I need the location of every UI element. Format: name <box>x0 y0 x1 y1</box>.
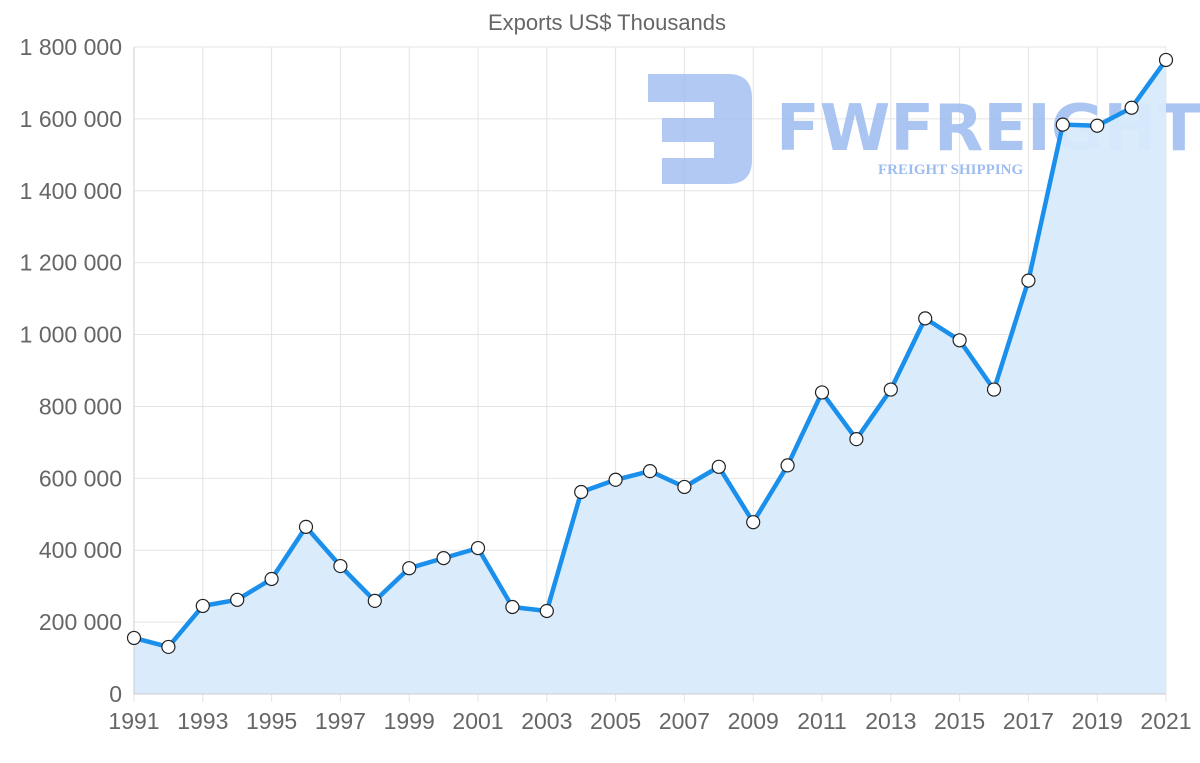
x-tick-label: 2017 <box>1003 708 1054 734</box>
data-point <box>780 458 795 473</box>
data-point <box>1021 273 1036 288</box>
area-fill <box>134 59 1166 694</box>
y-tick-label: 0 <box>109 681 122 707</box>
x-tick-label: 1995 <box>246 708 297 734</box>
data-point <box>230 592 245 607</box>
data-point <box>470 540 486 556</box>
data-point <box>574 484 589 500</box>
y-tick-label: 1 000 000 <box>20 322 122 348</box>
y-tick-label: 600 000 <box>39 465 122 491</box>
data-point <box>436 551 451 566</box>
y-tick-label: 1 600 000 <box>20 106 122 132</box>
data-points <box>126 52 1174 655</box>
data-point <box>333 558 348 574</box>
data-point <box>642 464 658 479</box>
x-tick-label: 2019 <box>1072 708 1123 734</box>
data-point <box>849 432 864 447</box>
x-tick-label: 2005 <box>590 708 641 734</box>
x-tick-label: 2013 <box>865 708 916 734</box>
x-tick-label: 2007 <box>659 708 710 734</box>
x-tick-label: 2021 <box>1140 708 1191 734</box>
x-tick-label: 1991 <box>108 708 159 734</box>
data-point <box>539 603 554 619</box>
y-tick-label: 1 800 000 <box>20 34 122 60</box>
data-point <box>1158 52 1174 68</box>
chart-title: Exports US$ Thousands <box>488 10 726 35</box>
data-point <box>814 385 830 400</box>
fwfreight-logo-icon <box>648 74 752 184</box>
data-point <box>952 333 967 348</box>
data-point <box>608 472 623 487</box>
data-point <box>677 479 692 495</box>
y-tick-label: 1 200 000 <box>20 250 122 276</box>
x-tick-label: 2015 <box>934 708 985 734</box>
x-axis-labels: 1991 1993 1995 1997 1999 2001 2003 2005 2007 2009… <box>108 708 1191 734</box>
data-point <box>918 311 933 326</box>
y-tick-label: 800 000 <box>39 393 122 419</box>
data-point <box>1055 117 1070 132</box>
data-point <box>367 593 382 609</box>
data-point <box>986 382 1002 397</box>
data-point <box>1090 118 1105 133</box>
data-point <box>711 459 726 474</box>
y-axis-labels: 0 200 000 400 000 600 000 800 000 1 000 000 1 … <box>20 34 122 707</box>
x-tick-label: 1997 <box>315 708 366 734</box>
x-tick-label: 2009 <box>728 708 779 734</box>
data-point <box>883 382 898 397</box>
y-tick-label: 1 400 000 <box>20 178 122 204</box>
axes <box>133 47 1166 695</box>
x-tick-label: 2001 <box>452 708 503 734</box>
data-point <box>505 599 520 615</box>
data-point <box>402 561 417 576</box>
data-point <box>298 519 314 534</box>
data-point <box>195 598 210 614</box>
data-point <box>264 571 279 587</box>
data-point <box>746 515 761 530</box>
y-tick-label: 400 000 <box>39 537 122 563</box>
x-tick-label: 2011 <box>797 708 846 734</box>
data-point <box>1124 100 1139 115</box>
x-tick-label: 1993 <box>177 708 228 734</box>
watermark-tagline: FREIGHT SHIPPING <box>878 162 1023 178</box>
x-tick-label: 2003 <box>521 708 572 734</box>
data-point <box>126 630 142 646</box>
y-tick-label: 200 000 <box>39 609 122 635</box>
data-point <box>161 639 176 655</box>
x-tick-label: 1999 <box>384 708 435 734</box>
